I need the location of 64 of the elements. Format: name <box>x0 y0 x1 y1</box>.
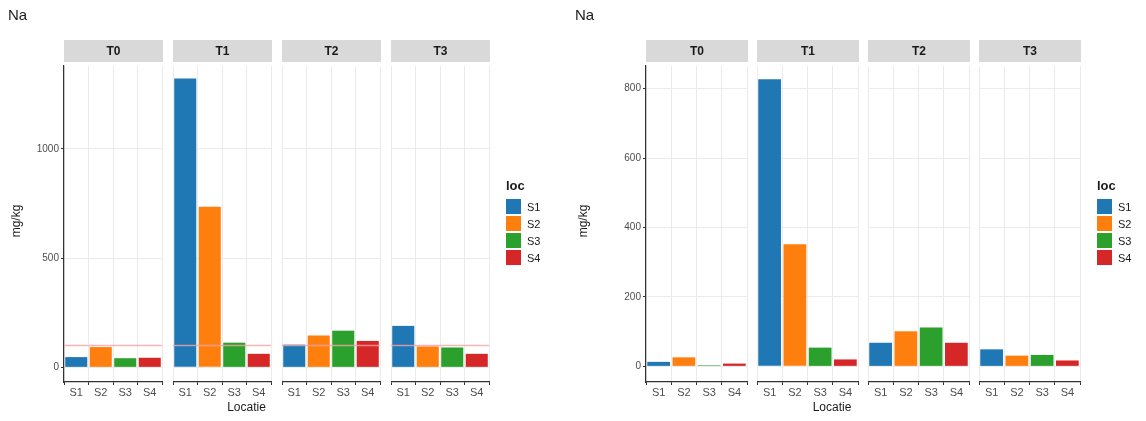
x-tick-label: S3 <box>924 385 938 398</box>
y-axis-title: mg/kg <box>576 204 590 238</box>
x-tick-label: S4 <box>252 385 266 398</box>
y-tick-label: 500 <box>42 251 60 263</box>
legend-label: S4 <box>527 251 541 264</box>
x-tick-label: S1 <box>69 385 83 398</box>
x-tick-label: S1 <box>762 385 777 398</box>
x-tick-label: S4 <box>470 385 484 398</box>
legend-label: S4 <box>1118 251 1132 264</box>
x-tick-label: S4 <box>838 385 853 398</box>
x-tick-label: S1 <box>287 385 301 398</box>
x-tick-label: S4 <box>143 385 157 398</box>
x-tick-label: S1 <box>396 385 410 398</box>
chart-subtitle: T2 <box>911 44 926 58</box>
y-tick-label: 1000 <box>36 142 60 154</box>
chart-subtitle: T1 <box>215 44 230 58</box>
x-tick-label: S1 <box>984 385 999 398</box>
chart-title: Na <box>8 6 28 23</box>
legend-label: S2 <box>1118 217 1132 230</box>
x-tick-label: S2 <box>421 385 435 398</box>
chart-title: Na <box>575 6 595 23</box>
x-tick-label: S2 <box>677 385 691 398</box>
legend-label: S2 <box>527 217 541 230</box>
x-tick-label: S3 <box>813 385 827 398</box>
y-tick-label: 800 <box>624 82 642 94</box>
x-tick-label: S3 <box>336 385 350 398</box>
chart-subtitle: T1 <box>800 44 815 58</box>
chart-subtitle: T0 <box>106 44 121 58</box>
x-tick-label: S4 <box>361 385 375 398</box>
legend-label: S3 <box>527 234 541 247</box>
y-tick-label: 200 <box>624 290 642 302</box>
chart-subtitle: T3 <box>433 44 448 58</box>
x-tick-label: S3 <box>118 385 132 398</box>
x-tick-label: S4 <box>949 385 964 398</box>
x-tick-label: S2 <box>312 385 326 398</box>
x-axis-title: Locatie <box>812 400 852 414</box>
legend-label: S1 <box>1118 200 1132 213</box>
x-tick-label: S2 <box>899 385 913 398</box>
x-tick-label: S4 <box>727 385 742 398</box>
x-tick-label: S3 <box>1035 385 1049 398</box>
legend-title: loc <box>506 178 526 193</box>
x-tick-label: S3 <box>702 385 716 398</box>
x-tick-label: S3 <box>227 385 241 398</box>
x-tick-label: S2 <box>203 385 217 398</box>
x-tick-label: S1 <box>651 385 666 398</box>
x-tick-label: S1 <box>178 385 192 398</box>
legend-label: S1 <box>527 200 541 213</box>
x-tick-label: S3 <box>445 385 459 398</box>
x-tick-label: S2 <box>788 385 802 398</box>
y-tick-label: 600 <box>624 151 642 163</box>
legend-title: loc <box>1097 178 1117 193</box>
x-axis-title: Locatie <box>227 400 266 414</box>
x-tick-label: S2 <box>94 385 108 398</box>
y-tick-label: 0 <box>53 361 60 373</box>
y-tick-label: 400 <box>624 221 642 233</box>
x-tick-label: S1 <box>873 385 888 398</box>
x-tick-label: S4 <box>1060 385 1075 398</box>
y-tick-label: 0 <box>635 360 642 372</box>
legend-label: S3 <box>1118 234 1132 247</box>
chart-subtitle: T2 <box>324 44 339 58</box>
chart-subtitle: T0 <box>689 44 704 58</box>
chart-subtitle: T3 <box>1022 44 1037 58</box>
x-tick-label: S2 <box>1010 385 1024 398</box>
y-axis-title: mg/kg <box>9 204 23 238</box>
